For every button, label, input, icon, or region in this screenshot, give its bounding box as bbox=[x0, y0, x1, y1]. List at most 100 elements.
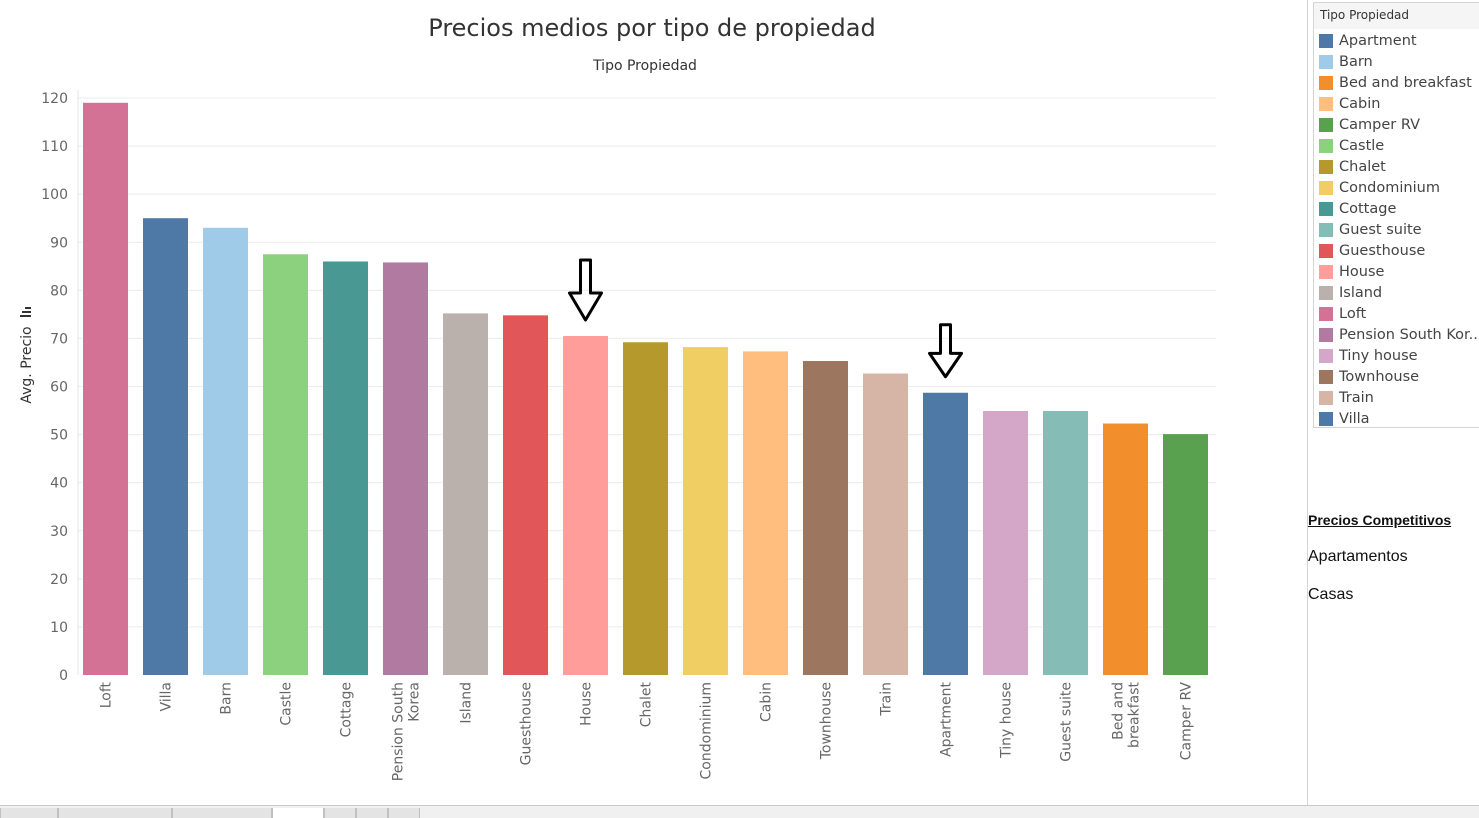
y-tick-label: 80 bbox=[50, 283, 68, 299]
x-tick-label-line: Pension South bbox=[391, 682, 407, 781]
legend-item[interactable]: Bed and breakfast bbox=[1319, 72, 1479, 93]
sheet-tab[interactable] bbox=[324, 808, 356, 818]
legend-label: Villa bbox=[1339, 410, 1370, 427]
legend-item[interactable]: Island bbox=[1319, 282, 1479, 303]
x-tick-label: Chalet bbox=[639, 682, 655, 728]
legend-item[interactable]: Castle bbox=[1319, 135, 1479, 156]
y-tick-label: 10 bbox=[50, 620, 68, 636]
bar[interactable] bbox=[443, 313, 488, 675]
sheet-tab[interactable] bbox=[58, 808, 172, 818]
y-axis-title[interactable]: Avg. Precio bbox=[19, 307, 35, 404]
x-tick-label: Apartment bbox=[939, 681, 955, 756]
legend-label: Cottage bbox=[1339, 200, 1397, 217]
x-tick-label: Castle bbox=[279, 682, 295, 726]
legend-label: Guesthouse bbox=[1339, 242, 1426, 259]
legend-swatch bbox=[1319, 96, 1333, 111]
sheet-tab[interactable] bbox=[356, 808, 388, 818]
x-tick-label-line: Island bbox=[459, 682, 475, 724]
y-tick-label: 50 bbox=[50, 428, 68, 444]
chart-subtitle: Tipo Propiedad bbox=[592, 58, 697, 74]
bar[interactable] bbox=[1163, 434, 1208, 675]
legend-item[interactable]: House bbox=[1319, 261, 1479, 282]
legend-swatch bbox=[1319, 411, 1333, 426]
bar[interactable] bbox=[1043, 411, 1088, 675]
sheet-tab[interactable] bbox=[172, 808, 272, 818]
legend-swatch bbox=[1319, 117, 1333, 132]
sheet-tab[interactable] bbox=[388, 808, 420, 818]
bar[interactable] bbox=[923, 392, 968, 675]
annotations bbox=[568, 258, 963, 379]
bar[interactable] bbox=[263, 254, 308, 676]
x-tick-label-line: Korea bbox=[407, 682, 423, 722]
legend-swatch bbox=[1319, 243, 1333, 258]
x-tick-label-line: Train bbox=[879, 682, 895, 717]
legend-item[interactable]: Pension South Kor.. bbox=[1319, 324, 1479, 345]
legend-item[interactable]: Villa bbox=[1319, 408, 1479, 429]
legend-item[interactable]: Camper RV bbox=[1319, 114, 1479, 135]
legend-swatch bbox=[1319, 348, 1333, 363]
bar[interactable] bbox=[563, 336, 608, 675]
legend-swatch bbox=[1319, 33, 1333, 48]
legend-item[interactable]: Apartment bbox=[1319, 30, 1479, 51]
x-tick-label-line: Bed and bbox=[1111, 682, 1127, 740]
legend-item[interactable]: Guest suite bbox=[1319, 219, 1479, 240]
sheet-tab[interactable] bbox=[0, 808, 58, 818]
bar[interactable] bbox=[203, 227, 248, 675]
legend-swatch bbox=[1319, 54, 1333, 69]
sheet-tab-active[interactable] bbox=[272, 808, 324, 818]
bar[interactable] bbox=[863, 373, 908, 675]
legend-swatch bbox=[1319, 222, 1333, 237]
x-tick-label-line: Townhouse bbox=[819, 682, 835, 760]
legend-item[interactable]: Cabin bbox=[1319, 93, 1479, 114]
x-tick-label-line: Apartment bbox=[939, 681, 955, 756]
x-tick-label-line: Villa bbox=[159, 682, 175, 712]
legend-label: Chalet bbox=[1339, 158, 1386, 175]
x-tick-label: Pension South Korea bbox=[391, 682, 423, 781]
x-tick-label: Guest suite bbox=[1059, 682, 1075, 762]
x-tick-label-line: House bbox=[579, 682, 595, 726]
legend-swatch bbox=[1319, 138, 1333, 153]
legend-item[interactable]: Loft bbox=[1319, 303, 1479, 324]
bar[interactable] bbox=[623, 342, 668, 675]
y-axis-ticks: 0 10 20 30 40 50 60 70 80 90 100 110 120 bbox=[41, 91, 68, 684]
x-tick-label-line: Castle bbox=[279, 682, 295, 726]
legend-swatch bbox=[1319, 327, 1333, 342]
houses-link[interactable]: Casas bbox=[1308, 586, 1354, 603]
bar[interactable] bbox=[803, 361, 848, 675]
bar[interactable] bbox=[83, 102, 128, 675]
legend-item[interactable]: Train bbox=[1319, 387, 1479, 408]
legend-item[interactable]: Townhouse bbox=[1319, 366, 1479, 387]
bar[interactable] bbox=[743, 351, 788, 675]
apartments-link[interactable]: Apartamentos bbox=[1308, 548, 1408, 565]
legend-header bbox=[1314, 3, 1479, 29]
bar[interactable] bbox=[383, 262, 428, 675]
legend-label: Camper RV bbox=[1339, 116, 1421, 133]
bar[interactable] bbox=[503, 315, 548, 675]
bar[interactable] bbox=[143, 218, 188, 676]
competitive-prices-heading[interactable]: Precios Competitivos bbox=[1308, 512, 1452, 528]
x-tick-label: Townhouse bbox=[819, 682, 835, 760]
sort-icon[interactable] bbox=[20, 307, 31, 317]
y-tick-label: 40 bbox=[50, 476, 68, 492]
legend-item[interactable]: Cottage bbox=[1319, 198, 1479, 219]
x-tick-label: Train bbox=[879, 682, 895, 717]
legend-item[interactable]: Barn bbox=[1319, 51, 1479, 72]
x-tick-label: Tiny house bbox=[999, 682, 1015, 759]
legend-title: Tipo Propiedad bbox=[1320, 8, 1410, 22]
x-tick-label-line: Tiny house bbox=[999, 682, 1015, 759]
legend-item[interactable]: Chalet bbox=[1319, 156, 1479, 177]
bar[interactable] bbox=[683, 347, 728, 675]
bar[interactable] bbox=[1103, 423, 1148, 675]
x-tick-label: Villa bbox=[159, 682, 175, 712]
legend-swatch bbox=[1319, 180, 1333, 195]
x-tick-label: Guesthouse bbox=[519, 682, 535, 765]
bar-chart: Precios medios por tipo de propiedad Tip… bbox=[19, 14, 1216, 781]
legend-swatch bbox=[1319, 285, 1333, 300]
bar[interactable] bbox=[983, 411, 1028, 675]
legend-item[interactable]: Tiny house bbox=[1319, 345, 1479, 366]
legend-label: Condominium bbox=[1339, 179, 1440, 196]
bar[interactable] bbox=[323, 261, 368, 675]
legend-item[interactable]: Guesthouse bbox=[1319, 240, 1479, 261]
legend-item[interactable]: Condominium bbox=[1319, 177, 1479, 198]
legend-swatch bbox=[1319, 369, 1333, 384]
